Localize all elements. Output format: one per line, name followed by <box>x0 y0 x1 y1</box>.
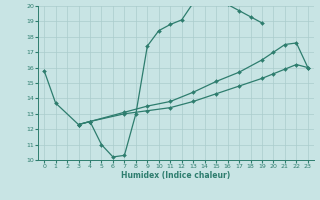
X-axis label: Humidex (Indice chaleur): Humidex (Indice chaleur) <box>121 171 231 180</box>
